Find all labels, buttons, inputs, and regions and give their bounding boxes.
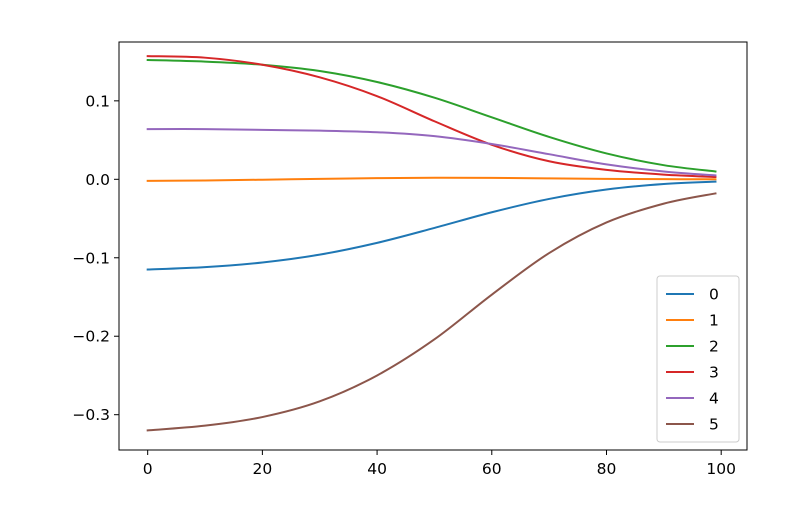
legend-label-0: 0: [709, 286, 719, 304]
series-line-0: [146, 180, 717, 271]
series-line-3: [146, 55, 717, 178]
y-tick-label: −0.2: [72, 328, 110, 346]
legend-label-5: 5: [709, 416, 719, 434]
legend-box: [656, 275, 740, 443]
series-layer: [146, 55, 717, 432]
legend-label-3: 3: [709, 364, 719, 382]
plot-frame: [118, 41, 748, 451]
y-tick-label: 0.1: [85, 92, 110, 110]
x-tick-label: 20: [253, 460, 273, 478]
y-tick-label: −0.1: [72, 249, 110, 267]
legend-label-2: 2: [709, 338, 719, 356]
x-tick-label: 80: [597, 460, 617, 478]
y-axis: −0.3 −0.2 −0.1 0.0 0.1: [72, 92, 119, 424]
y-tick-label: −0.3: [72, 406, 110, 424]
x-tick-label: 60: [482, 460, 502, 478]
y-tick-label: 0.0: [85, 171, 110, 189]
legend: 0 1 2 3 4 5: [656, 275, 740, 443]
series-line-5: [146, 192, 717, 432]
x-tick-label: 40: [367, 460, 387, 478]
series-line-1: [146, 176, 717, 182]
x-tick-label: 0: [143, 460, 153, 478]
x-tick-label: 100: [706, 460, 736, 478]
legend-label-1: 1: [709, 312, 719, 330]
series-line-4: [146, 128, 717, 177]
legend-label-4: 4: [709, 390, 719, 408]
series-line-2: [146, 59, 717, 173]
x-axis: 0 20 40 60 80 100: [143, 450, 736, 478]
